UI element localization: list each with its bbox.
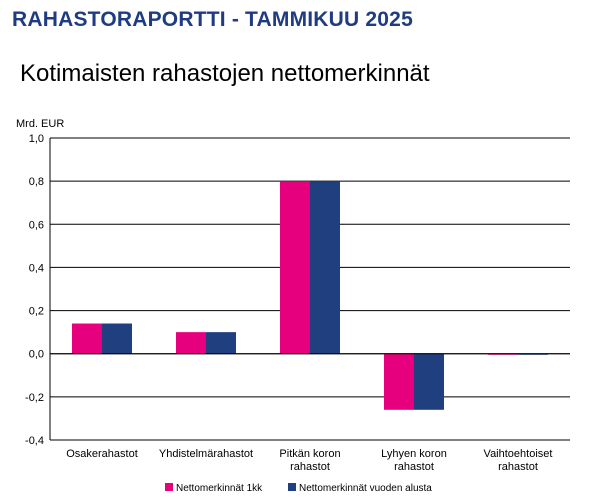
x-tick-label: Yhdistelmärahastot bbox=[159, 448, 253, 460]
legend-label: Nettomerkinnät 1kk bbox=[176, 483, 263, 494]
bar bbox=[280, 181, 310, 354]
bar bbox=[176, 332, 206, 354]
chart-title: Kotimaisten rahastojen nettomerkinnät bbox=[20, 60, 430, 87]
bar bbox=[72, 323, 102, 354]
bar bbox=[384, 353, 414, 410]
bar bbox=[488, 353, 518, 355]
x-tick-label: Osakerahastot bbox=[66, 448, 138, 460]
legend-swatch bbox=[165, 483, 173, 491]
y-tick-label: 0,2 bbox=[29, 306, 44, 318]
x-tick-label: rahastot bbox=[290, 461, 330, 473]
report-title: RAHASTORAPORTTI - TAMMIKUU 2025 bbox=[12, 8, 413, 31]
legend-label: Nettomerkinnät vuoden alusta bbox=[299, 483, 432, 494]
x-tick-label: Lyhyen koron bbox=[381, 448, 447, 460]
y-tick-label: -0,4 bbox=[25, 435, 44, 447]
bar bbox=[310, 181, 340, 354]
y-tick-label: -0,2 bbox=[25, 392, 44, 404]
y-tick-label: 0,4 bbox=[29, 262, 44, 274]
y-axis-label: Mrd. EUR bbox=[16, 118, 65, 130]
bar bbox=[206, 332, 236, 354]
x-tick-label: Vaihtoehtoiset bbox=[484, 448, 553, 460]
y-tick-label: 0,6 bbox=[29, 219, 44, 231]
bar bbox=[518, 353, 548, 355]
bar bbox=[414, 353, 444, 410]
y-tick-label: 0,8 bbox=[29, 176, 44, 188]
y-tick-label: 1,0 bbox=[29, 133, 44, 145]
legend-swatch bbox=[288, 483, 296, 491]
x-tick-label: rahastot bbox=[498, 461, 538, 473]
x-tick-label: rahastot bbox=[394, 461, 434, 473]
bar bbox=[102, 323, 132, 354]
x-tick-label: Pitkän koron bbox=[279, 448, 340, 460]
y-tick-label: 0,0 bbox=[29, 349, 44, 361]
